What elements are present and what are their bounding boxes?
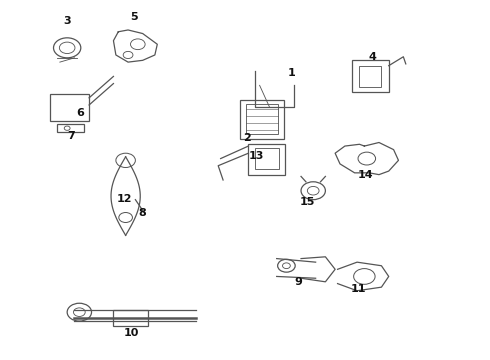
Text: 7: 7	[67, 131, 75, 141]
Text: 14: 14	[358, 170, 374, 180]
Text: 3: 3	[63, 16, 71, 26]
Bar	[352, 60, 389, 93]
Bar	[246, 104, 278, 134]
Text: 10: 10	[124, 328, 139, 338]
Bar	[255, 148, 279, 169]
Text: 12: 12	[117, 194, 132, 203]
Text: 4: 4	[368, 53, 377, 63]
Bar	[114, 310, 147, 327]
Bar	[240, 100, 284, 139]
Text: 5: 5	[131, 13, 138, 22]
Bar	[360, 66, 381, 87]
Bar	[57, 124, 84, 132]
Text: 8: 8	[139, 208, 147, 218]
Bar	[248, 144, 285, 175]
Text: 1: 1	[288, 68, 295, 78]
Text: 6: 6	[76, 108, 84, 118]
Text: 11: 11	[350, 284, 366, 294]
Text: 9: 9	[294, 277, 302, 287]
Text: 15: 15	[300, 197, 315, 207]
Text: 13: 13	[248, 151, 264, 161]
Text: 2: 2	[244, 133, 251, 143]
